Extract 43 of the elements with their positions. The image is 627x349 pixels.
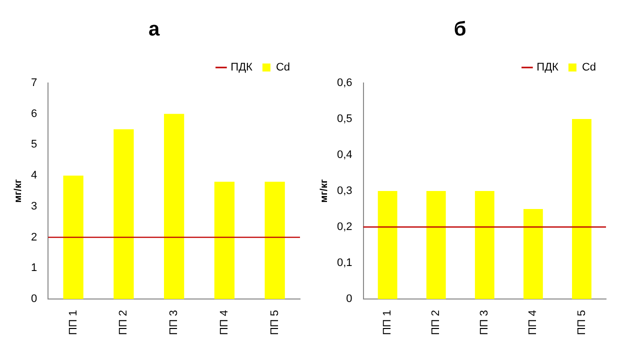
bar [523,209,543,300]
legend-label: ПДК [230,62,254,74]
bar [474,191,494,300]
y-tick-label: 5 [30,138,38,151]
y-tick-label: 0,1 [336,257,352,270]
bar [114,129,134,300]
y-tick-label: 4 [30,170,38,182]
x-tick-label: ПП 2 [430,310,442,336]
y-axis-title: мг/кг [318,179,330,203]
bar [63,176,84,300]
bar [378,191,398,300]
y-tick-label: 0 [346,293,352,306]
bar [264,182,285,300]
bar [572,119,592,300]
x-tick-label: ПП 1 [67,310,80,336]
x-tick-label: ПП 2 [118,310,130,336]
legend-label: Cd [276,62,290,74]
y-tick-label: 0,4 [336,149,352,162]
legend-label: Cd [582,62,596,74]
y-tick-label: 1 [30,262,38,274]
x-tick-label: ПП 3 [168,310,180,336]
y-tick-label: 0,2 [336,221,352,234]
y-tick-label: 6 [30,108,38,120]
x-tick-label: ПП 4 [218,310,230,336]
chart-title: б [454,18,466,41]
y-tick-label: 3 [30,200,38,212]
y-tick-label: 2 [30,231,38,244]
y-axis-title: мг/кг [12,179,24,203]
x-tick-label: ПП 4 [527,310,540,336]
chart-title: а [148,18,160,41]
x-tick-label: ПП 5 [268,310,281,336]
y-tick-label: 0,5 [336,113,352,126]
y-tick-label: 0 [30,293,38,306]
bar [426,191,446,300]
x-tick-label: ПП 5 [576,310,588,336]
y-tick-label: 0,3 [336,185,352,198]
legend-label: ПДК [536,62,560,74]
y-tick-label: 7 [30,77,38,90]
bar [214,182,235,300]
y-tick-label: 0,6 [336,77,352,90]
x-tick-label: ПП 3 [478,310,491,336]
bar [164,114,184,300]
x-tick-label: ПП 1 [382,310,394,336]
